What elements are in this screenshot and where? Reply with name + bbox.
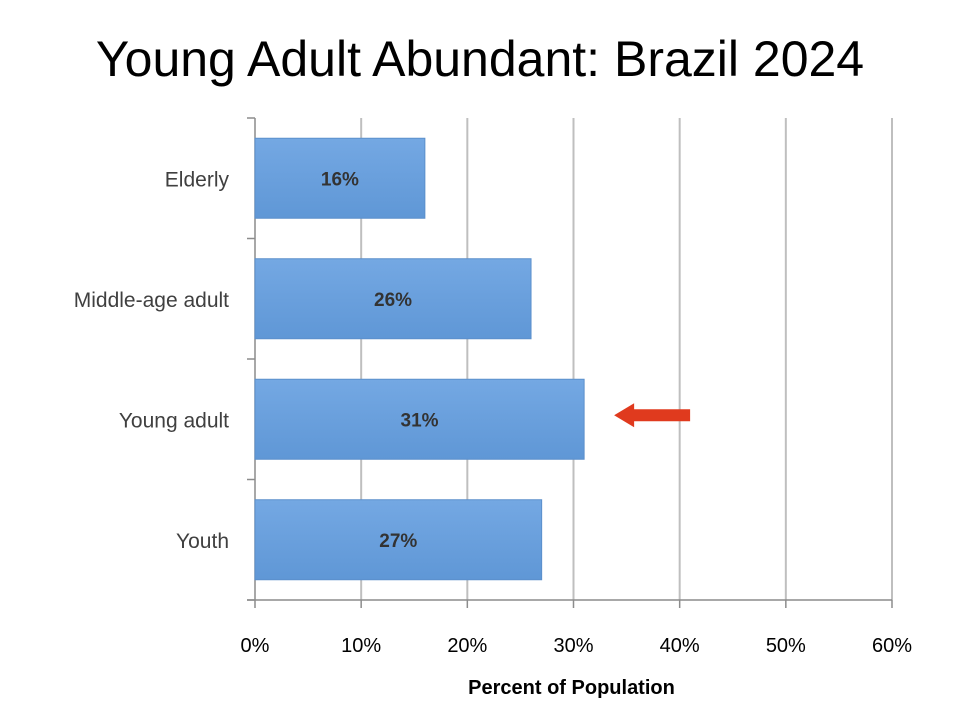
bar-value-label: 31% [401, 410, 439, 431]
x-tick-label: 60% [872, 635, 912, 657]
labels: 0% 10% 20% 30% 40% 50% 60% Elderly 16% Middle-age… [74, 168, 912, 657]
arrow-head [614, 403, 635, 428]
y-category-label: Elderly [165, 168, 230, 191]
bar-young-adult [254, 378, 585, 460]
y-category-label: Middle-age adult [74, 289, 229, 312]
y-category-label: Young adult [119, 409, 229, 432]
annotation [614, 403, 691, 428]
x-tick-label: 50% [766, 635, 806, 657]
bar-middle-age-adult [254, 258, 532, 340]
bars [254, 137, 585, 581]
bar-youth [254, 499, 543, 581]
bar-value-label: 27% [379, 531, 417, 552]
page-title: Young Adult Abundant: Brazil 2024 [95, 31, 865, 87]
left-arrow-icon [614, 403, 691, 428]
bar-elderly [254, 137, 426, 219]
x-axis-title: Percent of Population [468, 677, 675, 699]
x-tick-label: 20% [447, 635, 487, 657]
arrow-shaft [628, 409, 691, 422]
y-category-label: Youth [176, 530, 229, 553]
bar-value-label: 16% [321, 169, 359, 190]
x-tick-label: 10% [341, 635, 381, 657]
x-tick-label: 30% [553, 635, 593, 657]
x-tick-label: 0% [241, 635, 270, 657]
x-tick-label: 40% [660, 635, 700, 657]
bar-value-label: 26% [374, 290, 412, 311]
